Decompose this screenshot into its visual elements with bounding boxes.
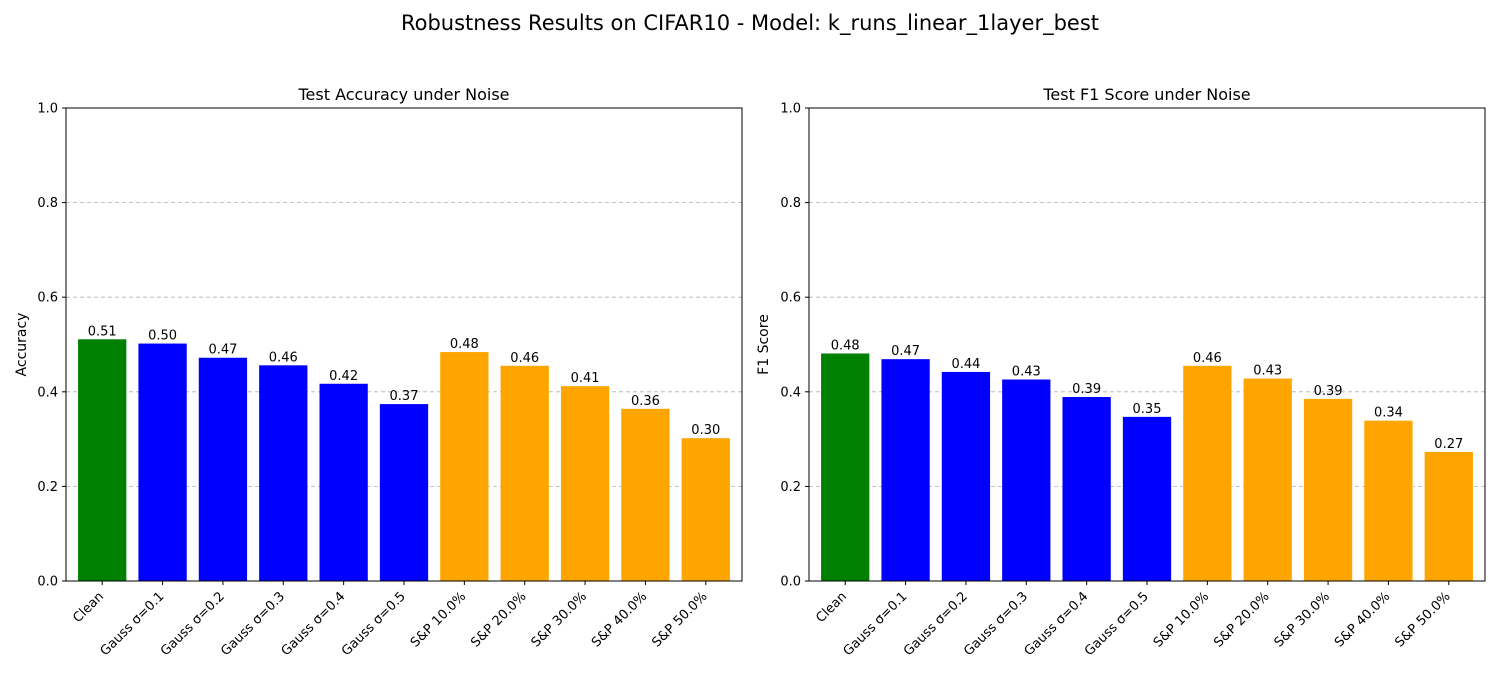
x-tick-label: Gauss σ=0.5 [339,589,409,659]
data-label: 0.43 [1012,365,1041,380]
bar [500,365,549,581]
data-label: 0.48 [831,338,860,353]
f1-score-chart: 0.48 0.47 0.44 0.43 0.39 0.35 0.46 0.43 0.39 0.34… [756,85,1486,659]
x-tick-label: S&P 10.0% [408,589,469,650]
x-tick-label: S&P 50.0% [1392,589,1453,650]
x-tick-label: Clean [813,589,850,626]
y-axis-label: F1 Score [756,314,772,375]
data-label: 0.46 [1193,351,1222,366]
data-label: 0.39 [1314,384,1343,399]
x-tick-label: S&P 50.0% [649,589,710,650]
figure-title: Robustness Results on CIFAR10 - Model: k… [401,11,1099,36]
y-tick-label: 0.0 [780,575,801,590]
data-label: 0.36 [631,394,660,409]
data-label: 0.39 [1072,382,1101,397]
y-axis-label: Accuracy [14,313,30,377]
y-tick-label: 1.0 [780,102,801,117]
y-tick-label: 0.6 [780,291,801,306]
x-tick-label: S&P 20.0% [468,589,529,650]
bar [621,408,670,581]
bar [1122,416,1172,581]
bar [1243,378,1292,581]
y-tick-label: 0.8 [780,196,801,211]
data-label: 0.46 [269,350,298,365]
bar [560,386,610,581]
x-tick-label: Clean [70,589,107,626]
bar [1424,451,1473,581]
data-label: 0.43 [1253,364,1282,379]
data-label: 0.47 [208,343,237,358]
bar [1002,379,1051,581]
bar [440,352,489,581]
bar [198,357,248,581]
bar [259,365,308,581]
x-tick-label: S&P 10.0% [1151,589,1212,650]
x-tick-label: S&P 40.0% [1332,589,1393,650]
y-tick-label: 0.4 [780,385,801,400]
chart-title: Test F1 Score under Noise [1042,85,1250,104]
bar [681,438,730,581]
x-tick-label: S&P 40.0% [589,589,650,650]
y-tick-label: 0.6 [37,291,58,306]
data-label: 0.50 [148,329,177,344]
data-label: 0.35 [1133,402,1162,417]
bar [941,371,991,581]
bar [821,353,870,581]
y-tick-label: 0.8 [37,196,58,211]
bar [379,404,429,581]
data-label: 0.34 [1374,406,1403,421]
bar [1364,420,1413,581]
y-tick-label: 0.2 [37,480,58,495]
data-label: 0.48 [450,337,479,352]
bar [1303,398,1353,581]
data-label: 0.44 [951,357,980,372]
x-tick-label: S&P 20.0% [1211,589,1272,650]
data-label: 0.42 [329,369,358,384]
y-tick-label: 0.0 [37,575,58,590]
chart-title: Test Accuracy under Noise [297,85,509,104]
data-label: 0.41 [571,371,600,386]
bar [78,339,127,581]
data-label: 0.37 [390,389,419,404]
y-tick-label: 0.2 [780,480,801,495]
y-tick-label: 1.0 [37,102,58,117]
data-label: 0.30 [691,423,720,438]
data-label: 0.51 [88,324,117,339]
accuracy-chart: 0.51 0.50 0.47 0.46 0.42 0.37 0.48 0.46 0.41 0.36… [14,85,743,659]
bar [138,343,187,581]
x-tick-label: S&P 30.0% [1272,589,1333,650]
bar [1183,365,1232,581]
x-tick-label: S&P 30.0% [529,589,590,650]
data-label: 0.47 [891,344,920,359]
bar [319,383,368,581]
data-label: 0.27 [1434,437,1463,452]
y-tick-label: 0.4 [37,385,58,400]
data-label: 0.46 [510,351,539,366]
x-tick-label: Gauss σ=0.5 [1082,589,1152,659]
bar [1062,397,1111,581]
bar [881,359,930,581]
